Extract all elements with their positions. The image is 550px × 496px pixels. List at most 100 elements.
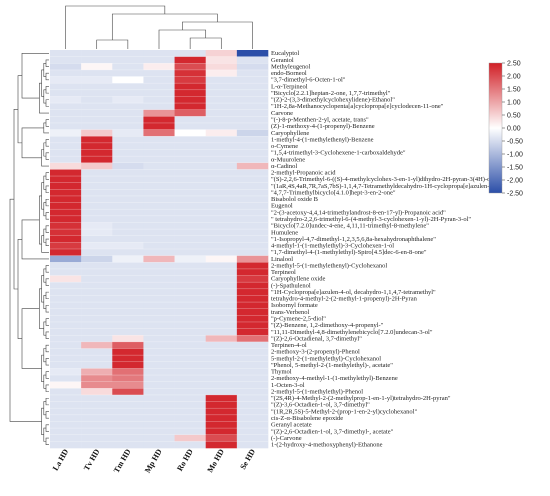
heatmap-cell — [50, 288, 82, 296]
row-label: α-Cadinol — [271, 163, 297, 170]
row-label: endo-Borneol — [271, 70, 307, 77]
heatmap-cell — [81, 434, 113, 442]
row-label: α-Muurolene — [271, 156, 305, 163]
heatmap-cell — [174, 229, 207, 237]
heatmap-cell — [236, 122, 269, 130]
heatmap-cell — [236, 56, 269, 64]
heatmap-cell — [50, 249, 82, 256]
heatmap-cell — [143, 335, 175, 343]
heatmap-cell — [112, 50, 144, 57]
heatmap-cell — [143, 255, 175, 263]
heatmap-cell — [174, 315, 207, 323]
heatmap-cell — [50, 282, 82, 290]
heatmap-cell — [236, 169, 269, 177]
heatmap-cell — [143, 348, 175, 356]
heatmap-cell — [236, 209, 269, 217]
heatmap-cell — [112, 149, 144, 157]
dendrogram-link — [45, 119, 49, 127]
dendrogram-link — [43, 175, 46, 190]
dendrogram-link — [43, 374, 46, 389]
heatmap-cell — [112, 89, 144, 97]
heatmap-cell — [112, 169, 144, 177]
column-labels: La HD Tv HD Tm HD Mp HD Ro HD Mo HD Se HD — [51, 447, 257, 474]
heatmap-cell — [143, 388, 175, 396]
heatmap-cell — [81, 242, 113, 250]
row-label: "(Z)-3,6-Octadien-1-ol, 3,7-dimethyl" — [271, 402, 370, 409]
heatmap-cell — [81, 394, 113, 402]
heatmap-cell — [205, 381, 238, 389]
heatmap-cell — [236, 388, 269, 396]
row-labels: EucalyptolGeraniolMethyleugenolendo-Born… — [271, 50, 503, 448]
heatmap-cell — [143, 142, 175, 150]
heatmap-cell — [112, 295, 144, 303]
heatmap-cell — [236, 182, 269, 190]
heatmap-cell — [81, 215, 113, 223]
heatmap-cell — [205, 209, 238, 217]
dendrogram-link — [41, 149, 49, 167]
heatmap-cell — [112, 408, 144, 416]
heatmap-cell — [112, 368, 144, 376]
dendrogram-link — [45, 238, 49, 246]
heatmap-cell — [236, 434, 269, 442]
heatmap-cell — [205, 302, 238, 309]
heatmap-cell — [50, 275, 82, 283]
heatmap-cell — [143, 103, 175, 110]
dendrogram-link — [43, 348, 46, 363]
heatmap-cell — [174, 103, 207, 110]
column-label: Se HD — [238, 447, 257, 471]
row-label: "(Z)-2,6-Octadienal, 3,7-dimethyl" — [271, 335, 362, 342]
heatmap-cell — [174, 255, 207, 263]
heatmap-cell — [50, 368, 82, 376]
heatmap-cell — [205, 235, 238, 243]
heatmap-cell — [143, 136, 175, 144]
row-label: trans-Verbenol — [271, 309, 309, 316]
heatmap-cell — [81, 235, 113, 243]
heatmap-cell — [50, 328, 82, 336]
heatmap-cell — [50, 341, 82, 349]
heatmap-cell — [236, 116, 269, 124]
heatmap-cell — [174, 335, 207, 343]
heatmap-cell — [50, 162, 82, 170]
heatmap-cell — [236, 381, 269, 389]
heatmap-cell — [205, 56, 238, 64]
dendrogram-link — [21, 53, 49, 99]
heatmap-cell — [236, 162, 269, 170]
heatmap-cell — [205, 195, 238, 203]
row-label: "Phenol, 5-methyl-2-(1-methylethyl)-, ac… — [271, 362, 393, 369]
colorbar-tick-label: 2.50 — [507, 60, 521, 67]
heatmap-cell — [112, 63, 144, 71]
heatmap-cell — [205, 189, 238, 197]
heatmap-cell — [205, 394, 238, 402]
dendrogram-link — [21, 127, 44, 159]
row-label: Eugenol — [271, 203, 293, 210]
row-label: Eucalyptol — [271, 50, 299, 57]
heatmap-cell — [81, 315, 113, 323]
heatmap-cell — [205, 308, 238, 316]
heatmap-cell — [143, 414, 175, 422]
heatmap-cell — [81, 202, 113, 210]
heatmap-cell — [236, 156, 269, 164]
heatmap-cell — [50, 355, 82, 363]
dendrogram-link — [45, 278, 49, 286]
heatmap-cell — [205, 328, 238, 336]
heatmap-cell — [81, 69, 113, 77]
heatmap-cell — [143, 262, 175, 270]
heatmap-cell — [236, 149, 269, 157]
row-label: (-)-Carvone — [271, 435, 302, 442]
heatmap-cell — [174, 275, 207, 283]
heatmap-cell — [236, 89, 269, 97]
heatmap-cell — [112, 302, 144, 309]
heatmap-cell — [112, 255, 144, 263]
dendrogram-link — [43, 321, 46, 336]
heatmap-cell — [236, 262, 269, 270]
heatmap-cell — [50, 202, 82, 210]
heatmap-cell — [174, 129, 207, 137]
heatmap-cell — [50, 441, 82, 449]
heatmap-cell — [205, 414, 238, 422]
heatmap-cell — [50, 375, 82, 382]
heatmap-cell — [205, 441, 238, 449]
row-label: "4,7,7-Trimethylbicyclo[4.1.0]hept-3-en-… — [271, 189, 396, 196]
dendrogram-link — [41, 69, 44, 97]
heatmap-cell — [236, 341, 269, 349]
heatmap-cell — [112, 414, 144, 422]
